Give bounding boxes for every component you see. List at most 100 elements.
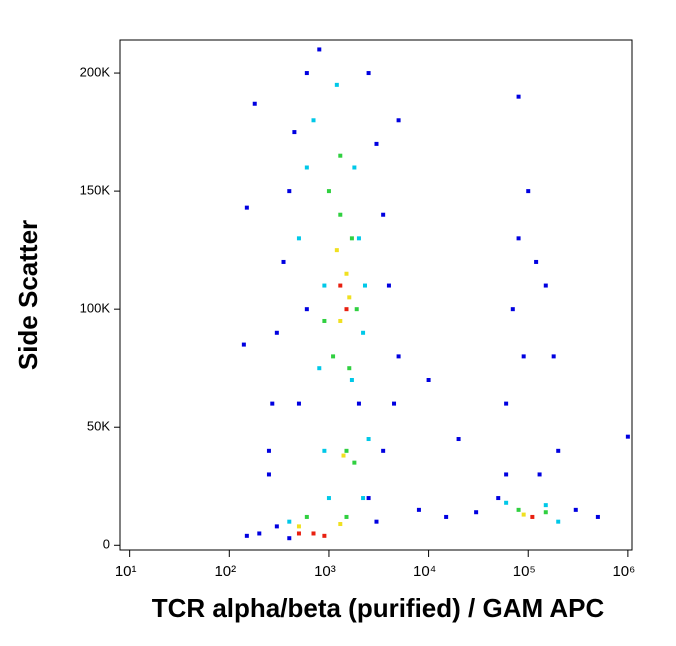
event-dot [274, 524, 279, 529]
event-dot [551, 354, 556, 359]
plot-frame [119, 39, 633, 551]
event-dot [366, 496, 371, 501]
event-dot [322, 318, 327, 323]
event-dot [326, 496, 331, 501]
event-dot [496, 496, 501, 501]
event-dot [296, 236, 301, 241]
event-dot [344, 448, 349, 453]
event-dot [338, 212, 343, 217]
event-dot [334, 82, 339, 87]
event-dot [516, 236, 521, 241]
event-dot [304, 165, 309, 170]
event-dot [244, 205, 249, 210]
event-dot [338, 522, 343, 527]
x-tick-label: 10¹ [115, 563, 137, 580]
event-dot [361, 496, 366, 501]
event-dot [356, 401, 361, 406]
y-axis-title: Side Scatter [13, 220, 43, 370]
event-dot [526, 189, 531, 194]
x-tick-label: 10³ [314, 563, 336, 580]
event-dot [537, 472, 542, 477]
event-dot [504, 401, 509, 406]
event-dot [322, 533, 327, 538]
event-dot [396, 118, 401, 123]
event-dot [386, 283, 391, 288]
event-dot [426, 378, 431, 382]
event-dot [573, 507, 578, 512]
event-dot [354, 307, 359, 312]
event-dot [266, 472, 271, 477]
event-dot [556, 519, 561, 524]
event-dot [349, 236, 354, 241]
event-dot [516, 94, 521, 99]
x-tick-label: 10² [214, 563, 236, 580]
event-dot [304, 71, 309, 76]
event-dot [543, 283, 548, 288]
event-dot [534, 259, 539, 264]
event-dot [543, 510, 548, 515]
event-dot [266, 448, 271, 453]
event-dot [347, 295, 352, 300]
event-dot [510, 307, 515, 312]
event-dot [374, 519, 379, 524]
y-tick-label: 100K [80, 301, 111, 316]
event-dot [270, 401, 275, 406]
event-dot [287, 519, 292, 524]
event-dot [516, 507, 521, 512]
event-dot [296, 531, 301, 536]
event-dot [274, 330, 279, 335]
event-dot [543, 503, 548, 508]
event-dot [341, 453, 346, 458]
event-dot [504, 500, 509, 505]
y-tick-label: 200K [80, 64, 111, 79]
event-dot [349, 378, 354, 382]
event-dot [281, 259, 286, 264]
event-dot [311, 118, 316, 123]
event-dot [456, 437, 461, 442]
event-dot [252, 101, 257, 106]
y-tick-label: 0 [103, 537, 110, 552]
x-tick-label: 10⁵ [513, 563, 536, 580]
event-dot [504, 472, 509, 477]
event-dot [366, 71, 371, 76]
event-dot [344, 271, 349, 276]
event-dot [292, 130, 297, 135]
event-dot [352, 165, 357, 170]
event-dot [444, 514, 449, 519]
event-dot [311, 531, 316, 536]
event-dot [326, 189, 331, 194]
event-dot [396, 354, 401, 359]
event-dot [595, 514, 600, 519]
event-dot [381, 448, 386, 453]
event-dot [344, 514, 349, 519]
y-tick-label: 50K [87, 419, 110, 434]
event-dot [474, 510, 479, 515]
event-dot [362, 283, 367, 288]
event-dot [530, 514, 535, 519]
event-dot [352, 460, 357, 465]
event-dot [338, 318, 343, 323]
x-tick-label: 10⁴ [413, 563, 436, 580]
event-dot [347, 366, 352, 371]
event-dot [257, 531, 262, 536]
event-dot [338, 283, 343, 288]
event-dot [381, 212, 386, 217]
event-dot [344, 307, 349, 312]
event-dot [241, 342, 246, 347]
event-dot [304, 514, 309, 519]
x-tick-label: 10⁶ [612, 563, 635, 580]
event-dot [322, 283, 327, 288]
event-dot [317, 366, 322, 371]
event-dot [331, 354, 336, 359]
event-dot [521, 512, 526, 517]
event-dot [322, 448, 327, 453]
x-axis-title: TCR alpha/beta (purified) / GAM APC [152, 593, 605, 623]
event-dot [521, 354, 526, 359]
y-tick-label: 150K [80, 183, 111, 198]
event-dot [334, 248, 339, 253]
event-dot [625, 434, 630, 439]
event-dot [244, 533, 249, 538]
event-dot [361, 330, 366, 335]
event-dot [366, 437, 371, 442]
